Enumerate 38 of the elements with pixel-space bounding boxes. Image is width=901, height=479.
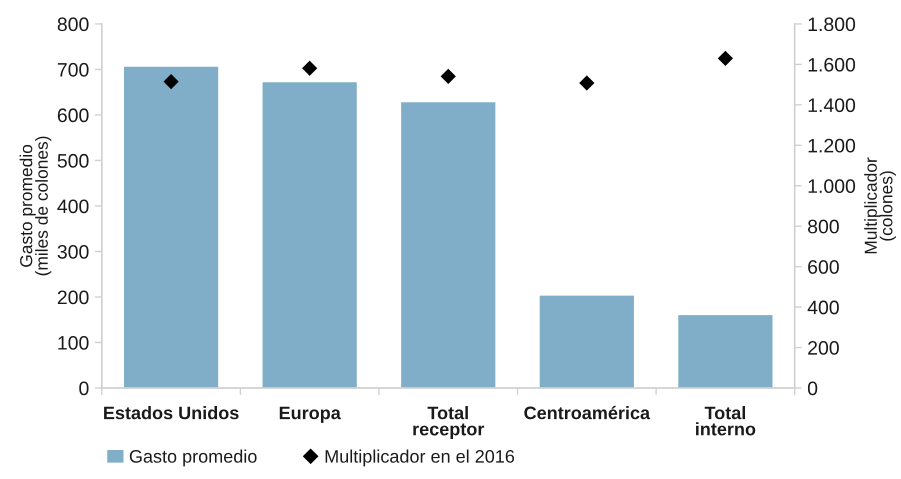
- y-tick-label: 800: [58, 17, 89, 32]
- point: [579, 75, 594, 91]
- bar: [678, 315, 773, 388]
- y2-tick-label: 400: [808, 300, 839, 314]
- bar: [262, 82, 357, 388]
- y2-tick-label: 1.200: [808, 138, 856, 153]
- y-tick-label: 600: [58, 108, 89, 122]
- y-tick-label: 100: [58, 336, 89, 350]
- point: [718, 50, 733, 66]
- y-tick-label: 0: [79, 381, 89, 396]
- point: [163, 74, 179, 90]
- y2-tick-label: 1.000: [808, 179, 856, 193]
- y-tick-label: 200: [58, 290, 89, 304]
- y2-tick-label: 1.800: [808, 17, 856, 32]
- y-axis-title: Gasto promedio (miles de colones): [20, 136, 52, 276]
- x-tick-label: Total interno: [696, 406, 756, 436]
- bar: [401, 102, 496, 388]
- y2-axis-title: Multiplicador (colones): [864, 158, 896, 254]
- legend-label: Gasto promedio: [130, 450, 257, 466]
- x-tick-label: Centroamérica: [524, 406, 650, 420]
- y2-tick-label: 1.600: [808, 58, 856, 72]
- x-tick-label: Europa: [280, 406, 341, 423]
- y2-tick-label: 600: [808, 260, 839, 274]
- y-tick-label: 500: [58, 154, 89, 168]
- point: [440, 68, 456, 84]
- legend-label: Multiplicador en el 2016: [326, 450, 514, 466]
- y2-tick-label: 800: [808, 220, 839, 234]
- point: [302, 60, 318, 76]
- y-tick-label: 400: [57, 199, 89, 214]
- y2-tick-label: 200: [808, 341, 839, 355]
- bar: [540, 296, 634, 388]
- x-tick-label: Estados Unidos: [104, 406, 239, 420]
- x-tick-label: Total receptor: [413, 406, 484, 440]
- y2-tick-label: 1.400: [808, 98, 856, 112]
- y2-tick-label: 0: [808, 381, 818, 396]
- y-tick-label: 300: [58, 244, 89, 259]
- bar: [124, 66, 218, 388]
- y-tick-label: 700: [58, 62, 89, 77]
